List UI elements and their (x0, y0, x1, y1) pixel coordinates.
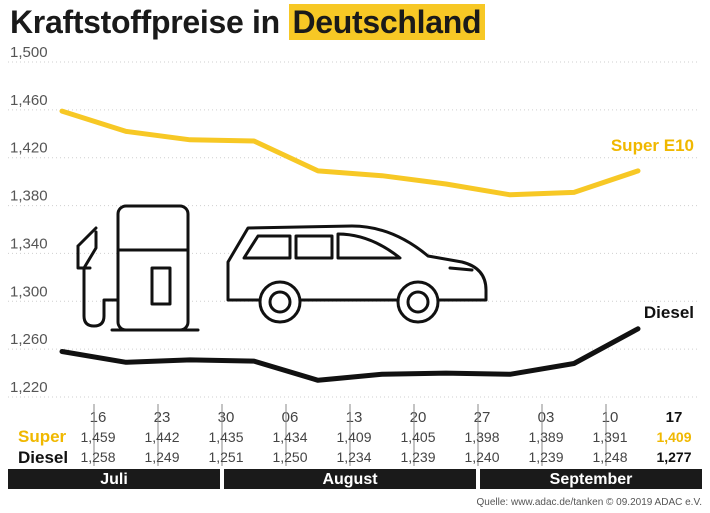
title-part1: Kraftstoffpreise in (10, 4, 280, 40)
value-diesel: 1,248 (592, 449, 627, 465)
month-bar (8, 469, 220, 489)
value-super: 1,459 (80, 429, 115, 445)
series-label-super: Super E10 (611, 136, 694, 155)
y-tick-label: 1,500 (10, 44, 48, 61)
value-super: 1,398 (464, 429, 499, 445)
x-tick-label: 27 (474, 409, 491, 426)
x-tick-label: 23 (154, 409, 171, 426)
y-tick-label: 1,420 (10, 140, 48, 157)
y-tick-label: 1,300 (10, 283, 48, 300)
value-diesel: 1,240 (464, 449, 499, 465)
value-super: 1,391 (592, 429, 627, 445)
month-bar (480, 469, 702, 489)
month-label: Juli (100, 471, 128, 488)
x-axis: 16 23 30 06 13 20 27 03 10 17 (90, 404, 683, 466)
x-tick-label: 10 (602, 409, 619, 426)
value-diesel: 1,234 (336, 449, 371, 465)
value-super: 1,442 (144, 429, 179, 445)
y-tick-label: 1,260 (10, 331, 48, 348)
y-axis: 1,500 1,460 1,420 1,380 1,340 1,300 1,260 1,220 (10, 44, 48, 396)
value-super: 1,409 (656, 429, 691, 445)
x-tick-label: 16 (90, 409, 107, 426)
x-tick-label: 30 (218, 409, 235, 426)
x-tick-label: 17 (666, 409, 683, 426)
x-tick-label: 13 (346, 409, 363, 426)
series-lines (59, 108, 641, 383)
value-table: 1,459 1,442 1,435 1,434 1,409 1,405 1,398 1,389… (80, 429, 691, 465)
value-super: 1,435 (208, 429, 243, 445)
x-tick-label: 20 (410, 409, 427, 426)
fuel-pump-icon (76, 204, 200, 332)
super-line (59, 108, 641, 198)
chart-title: Kraftstoffpreise in Deutschland (10, 4, 486, 41)
value-diesel: 1,277 (656, 449, 691, 465)
series-label-diesel: Diesel (644, 303, 694, 322)
row-label-diesel: Diesel (18, 448, 68, 467)
fuel-pump-car-icon (76, 204, 488, 332)
source-note: Quelle: www.adac.de/tanken © 09.2019 ADA… (477, 497, 702, 508)
value-diesel: 1,250 (272, 449, 307, 465)
value-super: 1,405 (400, 429, 435, 445)
value-super: 1,434 (272, 429, 307, 445)
value-diesel: 1,258 (80, 449, 115, 465)
value-super: 1,409 (336, 429, 371, 445)
car-icon (226, 224, 488, 324)
x-tick-label: 03 (538, 409, 555, 426)
grid-lines (8, 61, 700, 398)
value-diesel: 1,249 (144, 449, 179, 465)
value-diesel: 1,239 (528, 449, 563, 465)
month-label: September (550, 471, 633, 488)
value-super: 1,389 (528, 429, 563, 445)
value-diesel: 1,239 (400, 449, 435, 465)
row-label-super: Super (18, 427, 67, 446)
x-tick-label: 06 (282, 409, 299, 426)
diesel-line (59, 326, 641, 383)
y-tick-label: 1,340 (10, 235, 48, 252)
y-tick-label: 1,460 (10, 92, 48, 109)
month-label: August (322, 471, 378, 488)
value-diesel: 1,251 (208, 449, 243, 465)
month-bars: Juli August September (8, 469, 702, 489)
title-highlight: Deutschland (288, 4, 486, 40)
month-bar (224, 469, 476, 489)
y-tick-label: 1,220 (10, 379, 48, 396)
y-tick-label: 1,380 (10, 188, 48, 205)
